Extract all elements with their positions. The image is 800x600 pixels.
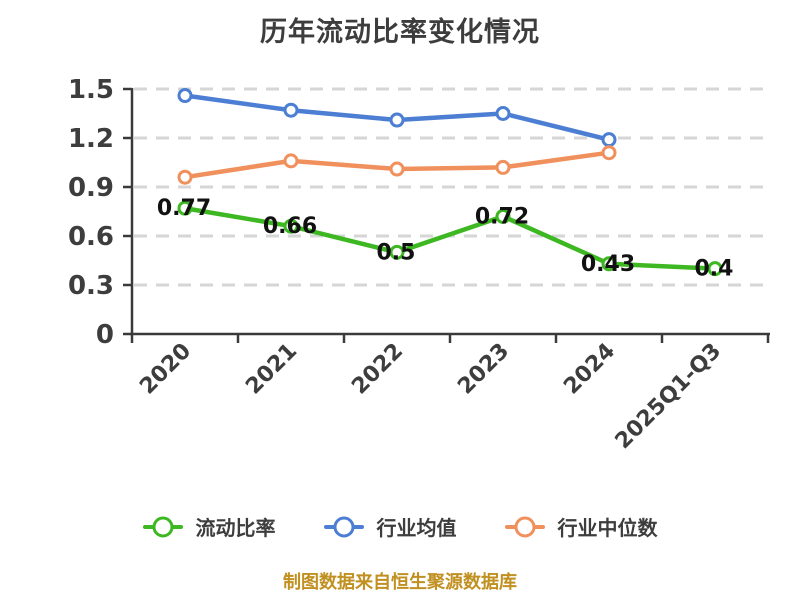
- data-point-value-label: 0.5: [377, 240, 416, 265]
- data-point-marker: [389, 161, 405, 177]
- x-axis-label: 2020: [135, 339, 196, 400]
- x-axis-label: 2024: [559, 339, 620, 400]
- legend-label-industry-median: 行业中位数: [557, 516, 658, 540]
- data-point-value-label: 0.66: [263, 214, 317, 239]
- data-point-marker: [283, 218, 299, 234]
- data-point-marker: [601, 145, 617, 161]
- data-point-marker: [601, 132, 617, 148]
- legend-circle-icon: [514, 516, 535, 537]
- data-point-marker: [601, 256, 617, 272]
- data-point-marker: [495, 106, 511, 121]
- legend-circle-icon: [333, 516, 354, 537]
- y-axis-tick-label: 0.9: [68, 173, 114, 203]
- data-point-marker: [177, 88, 193, 104]
- data-point-marker: [389, 112, 405, 128]
- data-point-marker: [177, 169, 193, 185]
- data-point-marker: [389, 244, 405, 260]
- data-point-value-label: 0.77: [157, 196, 211, 221]
- data-point-marker: [283, 153, 299, 169]
- legend-line-marker-icon: [142, 516, 183, 537]
- data-point-marker: [495, 208, 511, 224]
- legend-line-marker-icon: [323, 516, 364, 537]
- x-axis-label: 2022: [347, 339, 408, 400]
- y-axis-tick-label: 0: [96, 320, 114, 350]
- chart-title: 历年流动比率变化情况: [260, 17, 540, 48]
- data-point-value-label: 0.72: [475, 204, 529, 229]
- legend-circle-icon: [152, 516, 173, 537]
- data-point-marker: [707, 261, 723, 277]
- series-line: [182, 205, 718, 271]
- legend-item-industry-mean[interactable]: 行业均值: [323, 512, 457, 541]
- data-point-marker: [177, 200, 193, 216]
- data-point-value-label: 0.4: [695, 257, 734, 282]
- y-axis-tick-label: 0.6: [68, 222, 114, 252]
- legend-label-current-ratio: 流动比率: [195, 516, 276, 540]
- y-axis-tick-label: 1.2: [68, 124, 114, 154]
- x-axis-label: 2021: [241, 339, 302, 400]
- data-point-marker: [495, 159, 511, 175]
- legend-item-current-ratio[interactable]: 流动比率: [142, 512, 276, 541]
- legend: 流动比率 行业均值 行业中位数: [0, 512, 800, 541]
- y-axis-tick-label: 1.5: [68, 75, 114, 105]
- data-point-value-label: 0.43: [581, 252, 635, 277]
- x-axis-label: 2023: [453, 339, 514, 400]
- legend-line-marker-icon: [504, 516, 545, 537]
- data-point-marker: [283, 102, 299, 118]
- line-chart-plot: 0 0.3 0.6 0.9 1.2 1.5 2020 2021 2022 2023 20242025…: [68, 75, 770, 455]
- x-axis-label: 2025Q1-Q3: [611, 339, 727, 455]
- data-source-note: 制图数据来自恒生聚源数据库: [283, 572, 517, 593]
- y-axis-tick-label: 0.3: [68, 271, 114, 301]
- legend-label-industry-mean: 行业均值: [376, 516, 457, 540]
- legend-item-industry-median[interactable]: 行业中位数: [504, 512, 658, 541]
